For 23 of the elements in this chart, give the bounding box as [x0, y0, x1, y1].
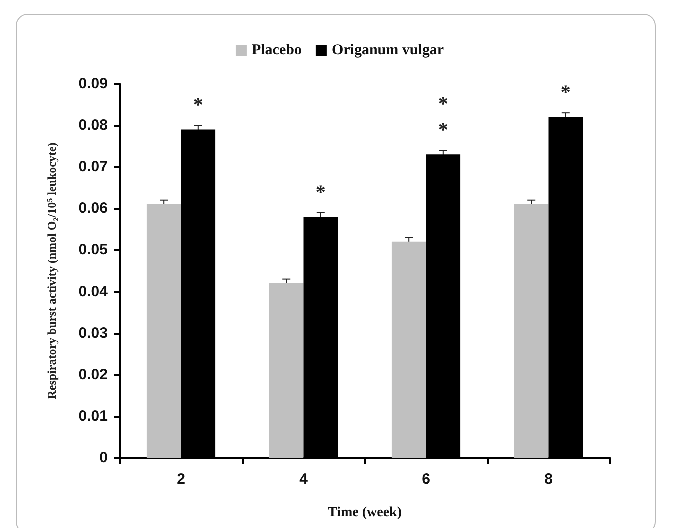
- annotation: *: [560, 82, 571, 104]
- legend-label: Origanum vulgar: [332, 42, 444, 58]
- y-tick-label: 0.02: [78, 366, 108, 384]
- annotation: *: [316, 182, 326, 204]
- x-tick-label: 6: [422, 471, 430, 488]
- y-tick-label: 0.01: [78, 408, 108, 425]
- x-tick-label: 8: [544, 471, 553, 488]
- y-tick-label: 0.07: [78, 158, 108, 176]
- y-tick-label: 0.05: [78, 242, 108, 259]
- x-axis-title: Time (week): [328, 506, 402, 520]
- annotation: *: [193, 94, 204, 117]
- y-tick-label: 0.06: [78, 200, 108, 218]
- legend-label: Placebo: [252, 42, 302, 58]
- y-tick-label: 0.09: [78, 76, 108, 92]
- x-tick-label: 2: [177, 471, 186, 488]
- x-tick-label: 4: [300, 471, 309, 488]
- y-tick-label: 0.08: [78, 117, 108, 134]
- y-tick-label: 0.04: [78, 283, 109, 300]
- y-tick-label: 0.03: [78, 324, 108, 342]
- y-axis-title: Respiratory burst activity (nmol O₂/105 leukocyte): [45, 142, 59, 400]
- annotation: *: [438, 120, 448, 142]
- annotation: *: [438, 94, 448, 116]
- y-tick-label: 0: [100, 450, 108, 466]
